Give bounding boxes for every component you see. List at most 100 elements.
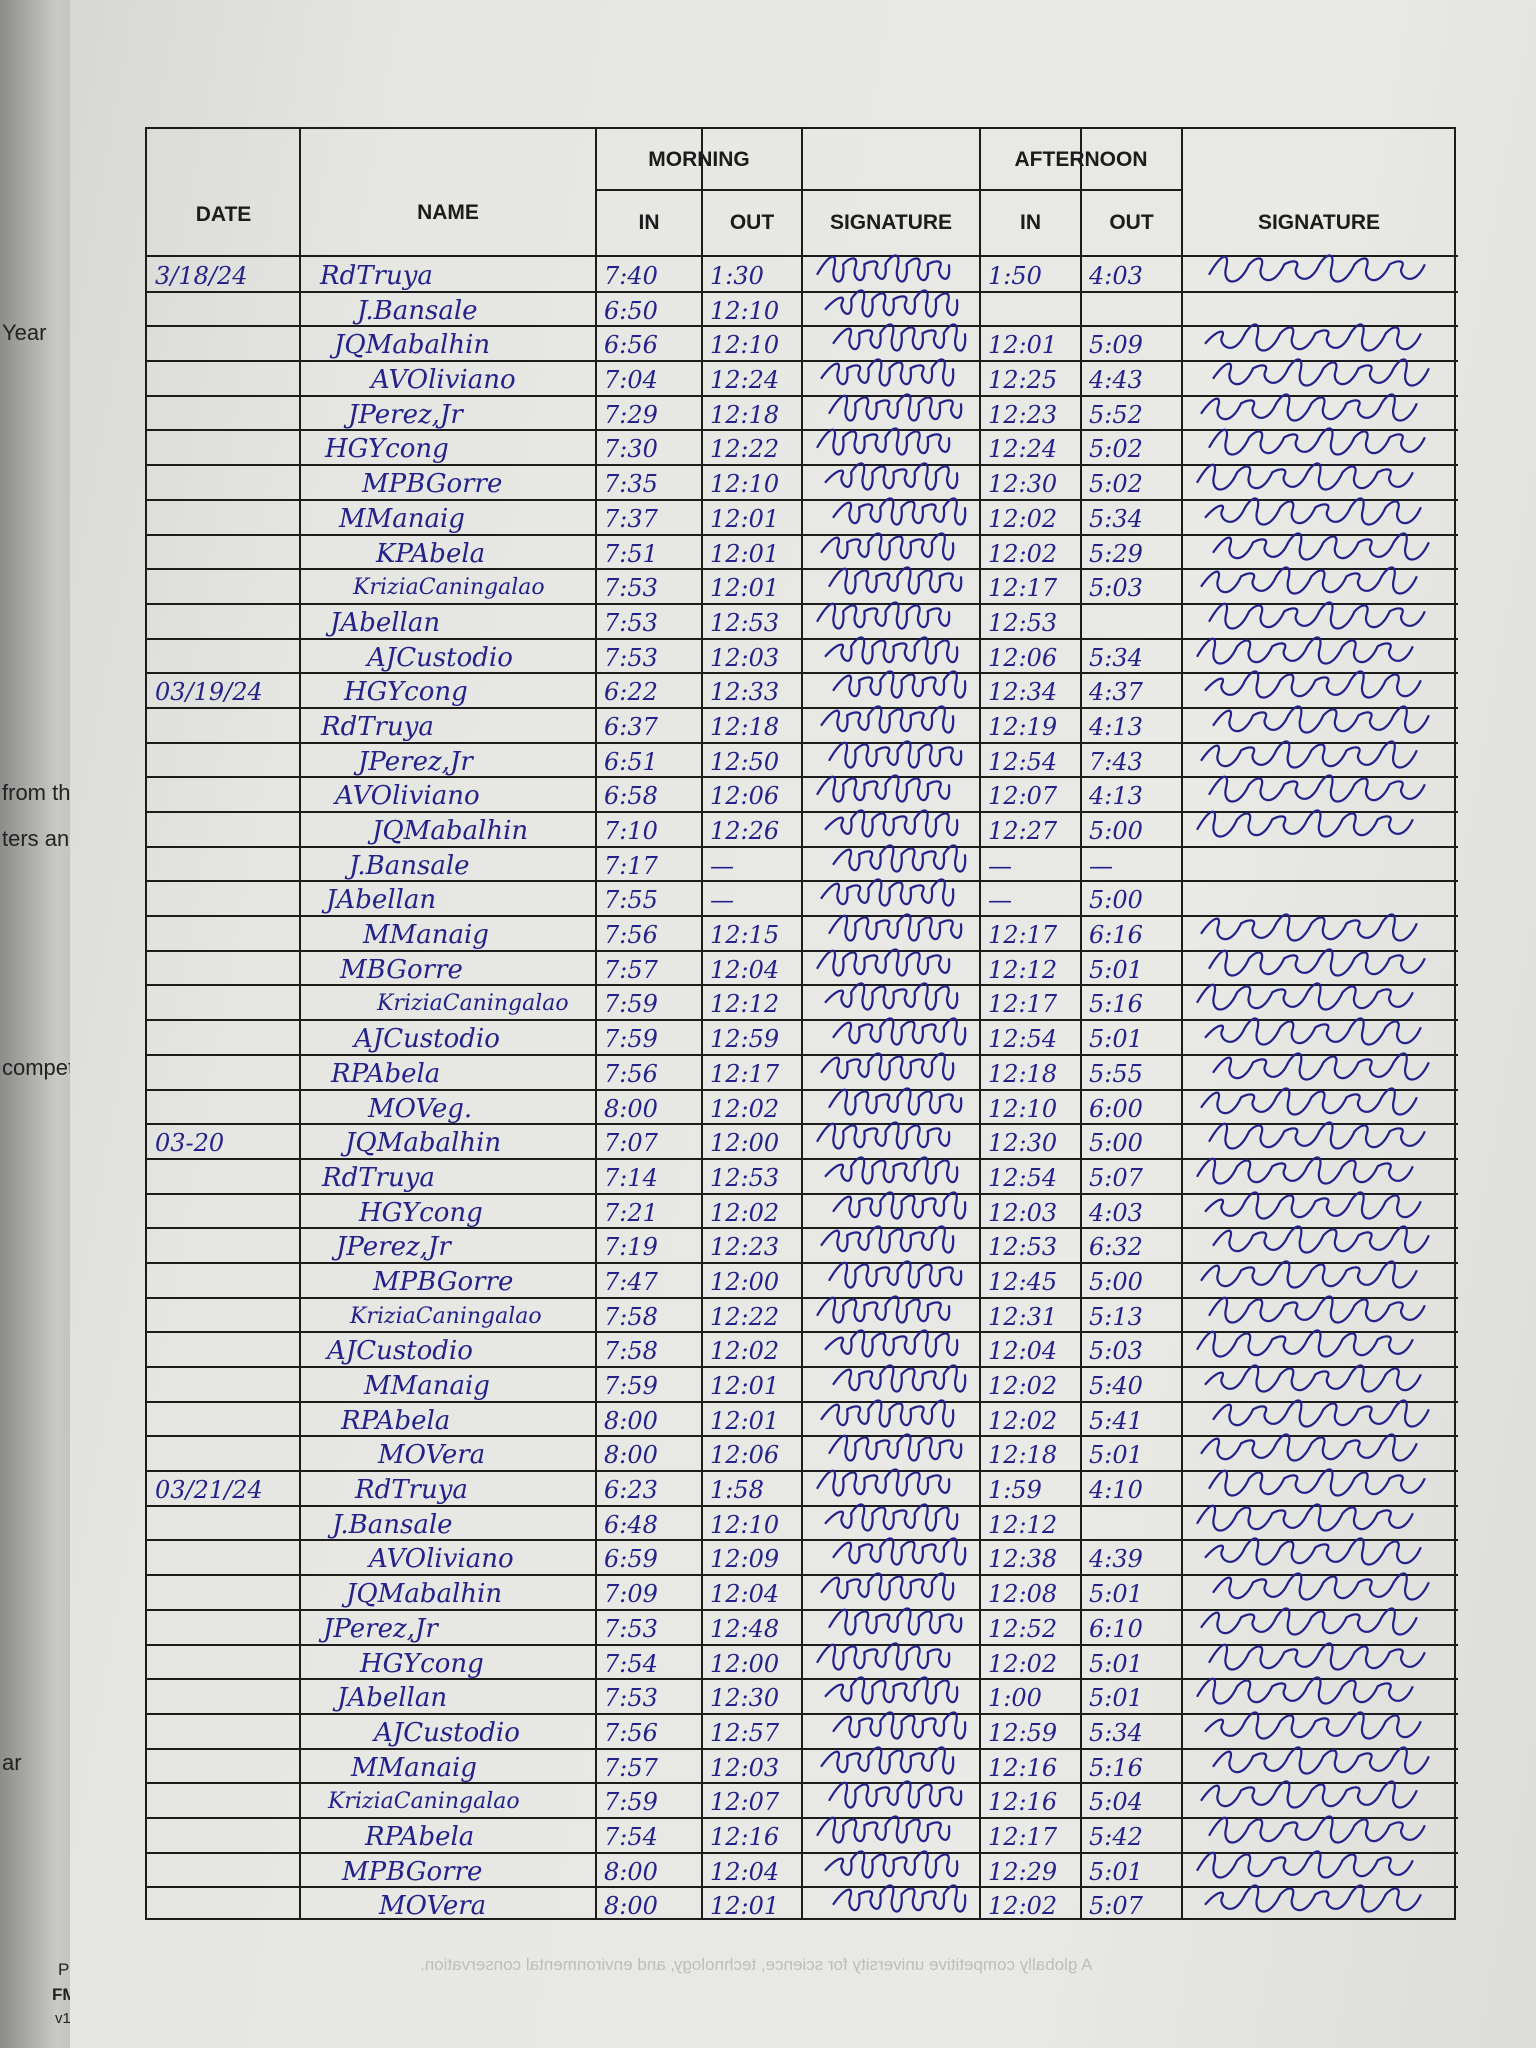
morning-signature-scribble (816, 1295, 951, 1324)
afternoon-out-cell: 4:13 (1089, 782, 1143, 811)
name-cell: HGYcong (344, 677, 468, 708)
name-cell: MPBGorre (342, 1856, 483, 1887)
afternoon-signature-scribble (1208, 601, 1426, 630)
row-divider (147, 1886, 1458, 1888)
row-divider (147, 1158, 1458, 1160)
morning-out-cell: 12:01 (710, 1372, 780, 1400)
name-cell: JPerez,Jr (348, 399, 463, 430)
afternoon-in-cell: 12:30 (988, 1129, 1058, 1158)
morning-in-cell: 7:14 (604, 1163, 658, 1192)
signature-stroke (1200, 913, 1418, 942)
table-row: MManaig 7:56 12:15 12:17 6:16 (147, 913, 1458, 951)
morning-in-cell: 7:21 (604, 1198, 658, 1227)
header-morning-signature: SIGNATURE (829, 211, 953, 234)
name-cell: AJCustodio (327, 1336, 473, 1367)
morning-out-cell: 12:02 (710, 1337, 780, 1366)
afternoon-signature-scribble (1200, 1260, 1418, 1289)
afternoon-signature-scribble (1196, 462, 1414, 491)
signature-stroke (832, 1017, 967, 1046)
morning-out-cell: 12:48 (710, 1614, 780, 1643)
signature-stroke (824, 809, 959, 838)
afternoon-out-cell: 5:16 (1089, 990, 1143, 1019)
date-cell: 3/18/24 (155, 262, 248, 290)
table-row: 3/18/24 RdTruya 7:40 1:30 1:50 4:03 (147, 254, 1458, 292)
header-name: NAME (417, 201, 479, 224)
afternoon-signature-scribble (1204, 497, 1422, 526)
signature-stroke (1212, 1225, 1430, 1254)
afternoon-in-cell: 12:02 (988, 1406, 1058, 1435)
morning-signature-scribble (832, 1364, 967, 1393)
afternoon-signature-scribble (1208, 1641, 1426, 1671)
header-divider (596, 189, 980, 191)
signature-stroke (828, 1780, 963, 1809)
afternoon-out-cell: 5:42 (1089, 1822, 1143, 1851)
afternoon-signature-scribble (1196, 1503, 1414, 1532)
signature-stroke (820, 1225, 955, 1254)
morning-out-cell: 12:03 (710, 643, 780, 672)
signature-stroke (828, 1607, 963, 1636)
signature-stroke (820, 1399, 955, 1428)
table-row: MManaig 7:57 12:03 12:16 5:16 (147, 1745, 1458, 1784)
header-afternoon-signature: SIGNATURE (1257, 211, 1381, 234)
table-row: AJCustodio 7:58 12:02 12:04 5:03 (147, 1329, 1458, 1367)
afternoon-signature-scribble (1212, 1225, 1430, 1254)
signature-stroke (824, 1676, 959, 1705)
morning-out-cell: 12:18 (710, 400, 780, 429)
afternoon-in-cell: 12:16 (988, 1788, 1058, 1817)
morning-in-cell: 7:55 (604, 886, 658, 915)
afternoon-out-cell: 6:10 (1089, 1614, 1143, 1643)
afternoon-signature-scribble (1200, 1433, 1418, 1462)
row-divider (147, 1401, 1458, 1403)
afternoon-out-cell: 4:03 (1089, 262, 1143, 290)
row-divider (147, 707, 1458, 709)
morning-in-cell: 7:54 (604, 1649, 658, 1678)
afternoon-out-cell: 4:03 (1089, 1198, 1143, 1227)
morning-signature-scribble (832, 1884, 967, 1913)
signature-stroke (1196, 462, 1414, 491)
table-row: 03-20 JQMabalhin 7:07 12:00 12:30 5:00 (147, 1121, 1458, 1159)
row-divider (147, 429, 1458, 431)
table-row: AVOliviano 6:59 12:09 12:38 4:39 (147, 1537, 1458, 1575)
signature-stroke (1212, 1745, 1430, 1775)
row-divider (147, 950, 1458, 952)
signature-stroke (1204, 497, 1422, 526)
signature-stroke (1208, 1468, 1426, 1497)
morning-out-cell: 12:16 (710, 1822, 780, 1851)
afternoon-signature-scribble (1212, 358, 1430, 387)
signature-stroke (816, 254, 951, 283)
morning-in-cell: 6:59 (604, 1545, 658, 1574)
name-cell: JPerez,Jr (358, 746, 473, 777)
row-divider (147, 1366, 1458, 1368)
afternoon-in-cell: 12:12 (988, 1510, 1058, 1539)
signature-stroke (1196, 1676, 1414, 1705)
afternoon-out-cell: 5:01 (1089, 1684, 1143, 1713)
name-cell: JAbellan (330, 607, 441, 638)
morning-in-cell: 7:19 (604, 1233, 658, 1262)
row-divider (147, 846, 1458, 848)
morning-in-cell: 6:23 (604, 1476, 658, 1505)
table-row: AJCustodio 7:56 12:57 12:59 5:34 (147, 1711, 1458, 1749)
afternoon-in-cell: 12:24 (988, 435, 1058, 464)
signature-stroke (1212, 1052, 1430, 1081)
row-divider (147, 1574, 1458, 1576)
column-divider (1181, 129, 1183, 1918)
signature-stroke (820, 531, 955, 561)
morning-in-cell: 8:00 (604, 1094, 658, 1123)
morning-in-cell: 8:00 (604, 1857, 658, 1886)
table-row: RdTruya 6:37 12:18 12:19 4:13 (147, 705, 1458, 743)
afternoon-in-cell: 12:31 (988, 1302, 1058, 1331)
morning-in-cell: 6:48 (604, 1510, 658, 1539)
morning-signature-scribble (816, 427, 951, 457)
table-row: JQMabalhin 6:56 12:10 12:01 5:09 (147, 323, 1458, 361)
afternoon-out-cell: 5:03 (1089, 1337, 1143, 1366)
morning-out-cell: 12:06 (710, 1441, 780, 1470)
row-divider (147, 1054, 1458, 1056)
morning-signature-scribble (828, 1260, 963, 1289)
row-divider (147, 984, 1458, 986)
morning-out-cell: 1:30 (710, 262, 764, 290)
row-divider (147, 1193, 1458, 1195)
column-divider (299, 129, 301, 1918)
morning-in-cell: 7:29 (604, 400, 658, 429)
morning-out-cell: 12:02 (710, 1094, 780, 1123)
table-row: JPerez,Jr 6:51 12:50 12:54 7:43 (147, 740, 1458, 778)
